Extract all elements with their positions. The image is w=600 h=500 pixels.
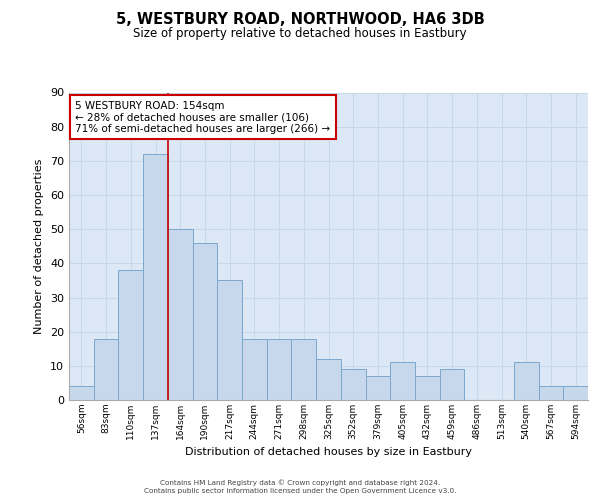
Bar [415, 376, 440, 400]
Bar [143, 154, 168, 400]
Bar [217, 280, 242, 400]
Bar [365, 376, 390, 400]
Bar [193, 243, 217, 400]
Bar [341, 369, 365, 400]
Bar [267, 338, 292, 400]
Bar [292, 338, 316, 400]
Bar [514, 362, 539, 400]
Y-axis label: Number of detached properties: Number of detached properties [34, 158, 44, 334]
Bar [563, 386, 588, 400]
Text: Size of property relative to detached houses in Eastbury: Size of property relative to detached ho… [133, 28, 467, 40]
Text: 5 WESTBURY ROAD: 154sqm
← 28% of detached houses are smaller (106)
71% of semi-d: 5 WESTBURY ROAD: 154sqm ← 28% of detache… [75, 100, 331, 134]
Bar [390, 362, 415, 400]
Text: Contains HM Land Registry data © Crown copyright and database right 2024.
Contai: Contains HM Land Registry data © Crown c… [144, 480, 456, 494]
Bar [539, 386, 563, 400]
Bar [94, 338, 118, 400]
Bar [69, 386, 94, 400]
Bar [242, 338, 267, 400]
X-axis label: Distribution of detached houses by size in Eastbury: Distribution of detached houses by size … [185, 448, 472, 458]
Bar [440, 369, 464, 400]
Bar [168, 229, 193, 400]
Bar [118, 270, 143, 400]
Bar [316, 359, 341, 400]
Text: 5, WESTBURY ROAD, NORTHWOOD, HA6 3DB: 5, WESTBURY ROAD, NORTHWOOD, HA6 3DB [116, 12, 484, 28]
